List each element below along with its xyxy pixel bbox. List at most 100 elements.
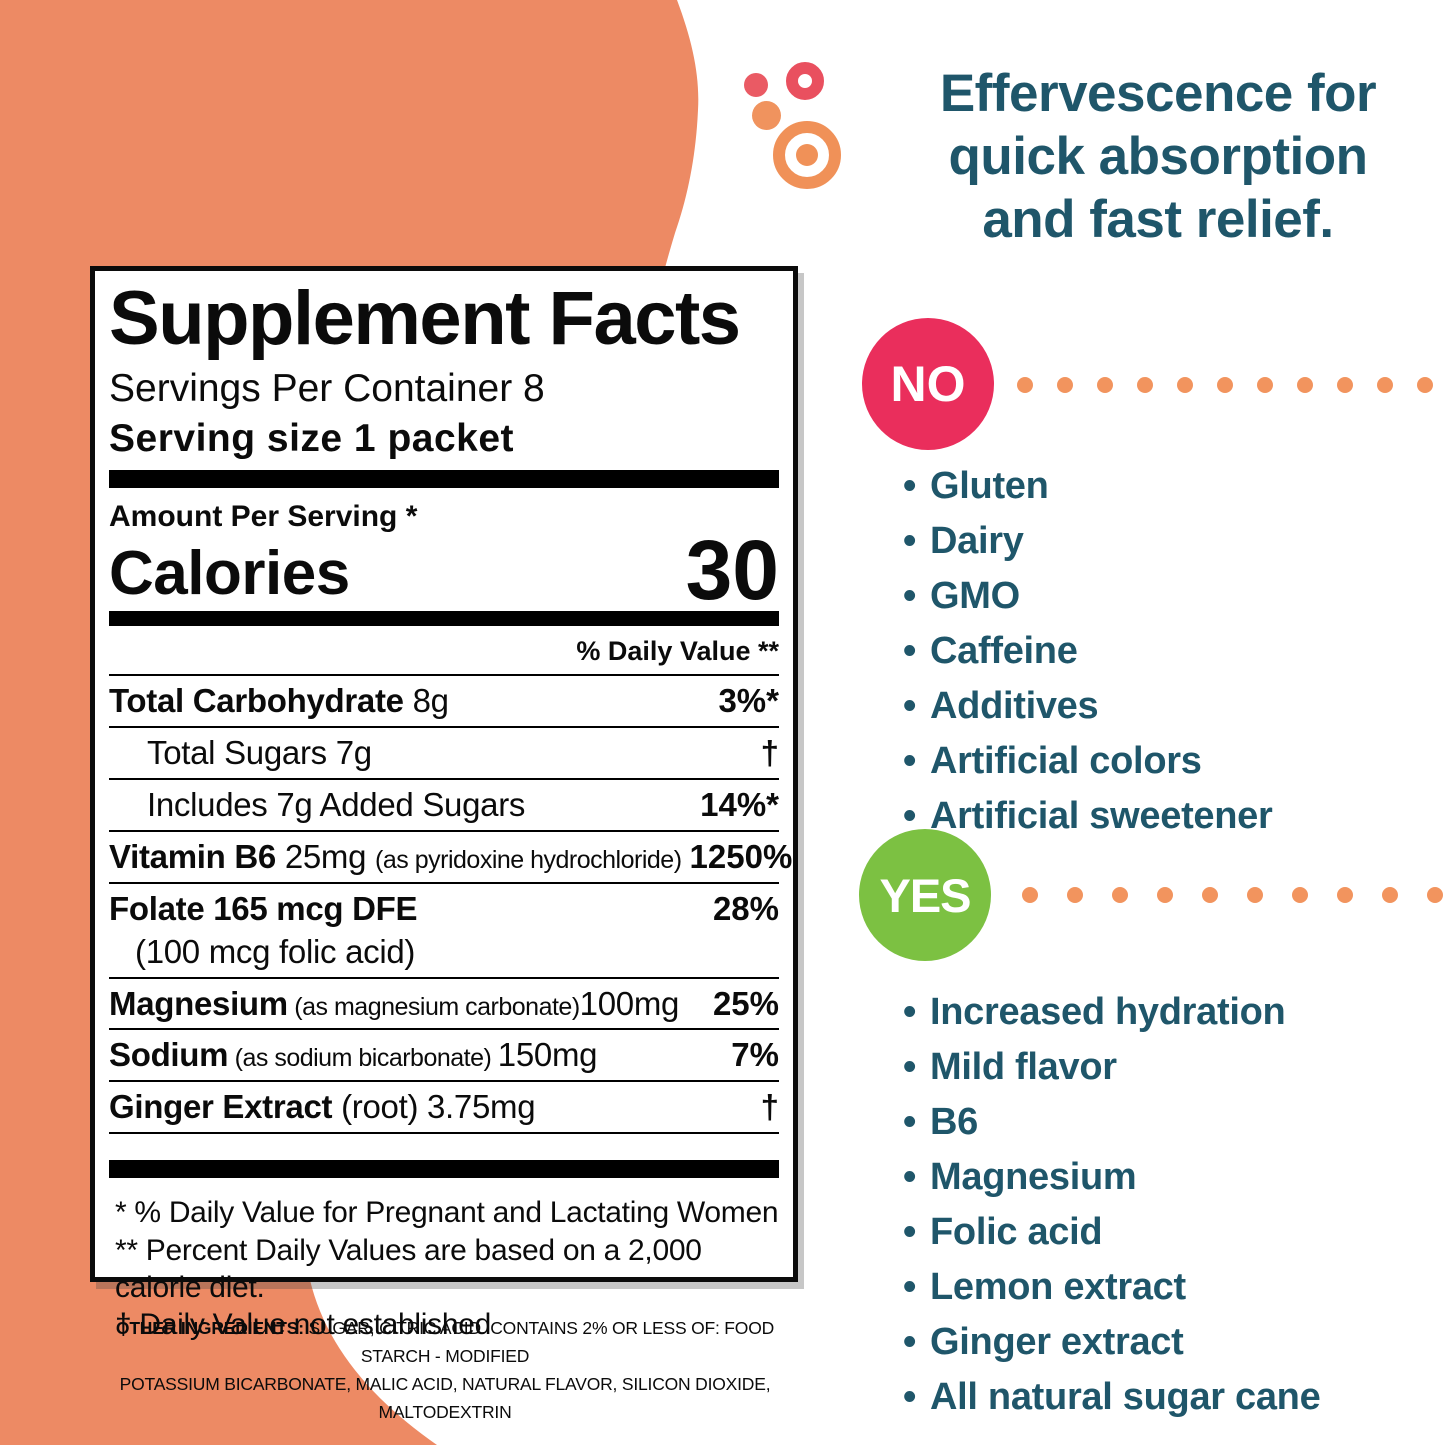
list-item: • GMO [903, 569, 1273, 624]
list-item-label: Caffeine [930, 630, 1078, 672]
separator-dot-icon [1297, 377, 1313, 393]
nutrient-row: Sodium (as sodium bicarbonate) 150mg 7% [109, 1030, 779, 1083]
dotted-separator [1022, 887, 1445, 903]
list-item: • Magnesium [903, 1150, 1320, 1205]
list-item-label: Artificial sweetener [930, 795, 1273, 837]
other-ingredients-label: OTHER INGREDIENTS: [115, 1318, 304, 1338]
calories-value: 30 [685, 523, 779, 617]
nutrient-row: Total Sugars 7g † [109, 728, 779, 780]
headline: Effervescence for quick absorption and f… [872, 62, 1444, 251]
other-ingredients: OTHER INGREDIENTS: SUGAR, CITRIC ACID. C… [92, 1314, 798, 1426]
bullet-icon: • [903, 1376, 917, 1418]
separator-dot-icon [1377, 377, 1393, 393]
list-item-label: Folic acid [930, 1211, 1103, 1253]
servings-per-container: Servings Per Container 8 [109, 367, 545, 410]
bullet-icon: • [903, 575, 917, 617]
supplement-facts-title: Supplement Facts [109, 276, 741, 361]
bullet-icon: • [903, 1211, 917, 1253]
small-orange-dot-icon [752, 101, 781, 130]
orange-bullseye-center-icon [796, 144, 818, 166]
divider-bar-thick [109, 1160, 779, 1179]
separator-dot-icon [1067, 887, 1083, 903]
separator-dot-icon [1382, 887, 1398, 903]
separator-dot-icon [1217, 377, 1233, 393]
footnote-line: † Daily Value not established [115, 1307, 491, 1341]
nutrient-name: Sodium (as sodium bicarbonate) 150mg [109, 1036, 598, 1074]
divider-bar-thick [109, 470, 779, 488]
separator-dot-icon [1097, 377, 1113, 393]
nutrient-name: Total Sugars 7g [147, 733, 372, 771]
bullet-icon: • [903, 1321, 917, 1363]
nutrient-name: Vitamin B6 25mg (as pyridoxine hydrochlo… [109, 837, 682, 875]
bullet-icon: • [903, 685, 917, 727]
separator-dot-icon [1177, 377, 1193, 393]
separator-dot-icon [1202, 887, 1218, 903]
nutrient-row: Magnesium (as magnesium carbonate)100mg 2… [109, 979, 779, 1031]
list-item-label: GMO [930, 575, 1020, 617]
list-item-label: Mild flavor [930, 1046, 1117, 1088]
nutrient-row: Folate 165 mcg DFE (100 mcg folic acid) 28… [109, 884, 779, 979]
list-item: • Gluten [903, 459, 1273, 514]
bullet-icon: • [903, 795, 917, 837]
separator-dot-icon [1337, 377, 1353, 393]
separator-dot-icon [1417, 377, 1433, 393]
footnote-line: ** Percent Daily Values are based on a 2… [115, 1233, 702, 1304]
separator-dot-icon [1257, 377, 1273, 393]
list-item: • B6 [903, 1095, 1320, 1150]
nutrient-name: Magnesium (as magnesium carbonate)100mg [109, 984, 680, 1022]
separator-dot-icon [1337, 887, 1353, 903]
footnotes: * % Daily Value for Pregnant and Lactati… [109, 1194, 779, 1343]
separator-dot-icon [1022, 887, 1038, 903]
nutrient-name: Includes 7g Added Sugars [147, 785, 526, 823]
list-item: • Additives [903, 679, 1273, 734]
other-ingredients-line1: SUGAR, CITRIC ACID. CONTAINS 2% OR LESS … [303, 1318, 775, 1366]
separator-dot-icon [1157, 887, 1173, 903]
divider-bar-thick [109, 610, 779, 626]
daily-value: † [760, 733, 779, 771]
daily-value: 7% [731, 1036, 779, 1074]
nutrient-table: Total Carbohydrate 8g 3%* Total Sugars 7g †… [109, 676, 792, 1135]
separator-dot-icon [1292, 887, 1308, 903]
nutrient-row: Vitamin B6 25mg (as pyridoxine hydrochlo… [109, 832, 792, 884]
yes-badge: YES [859, 829, 991, 961]
daily-value-header: % Daily Value ** [109, 626, 779, 676]
red-ring-icon [786, 62, 824, 100]
daily-value: 3%* [718, 681, 779, 719]
other-ingredients-line2: POTASSIUM BICARBONATE, MALIC ACID, NATUR… [119, 1374, 771, 1422]
serving-size: Serving size 1 packet [109, 417, 515, 460]
separator-dot-icon [1017, 377, 1033, 393]
list-item: • All natural sugar cane [903, 1370, 1321, 1425]
calories-label: Calories [109, 538, 350, 608]
list-item-label: All natural sugar cane [930, 1376, 1321, 1418]
bullet-icon: • [903, 1156, 917, 1198]
list-item: • Dairy [903, 514, 1273, 569]
list-item-label: Additives [930, 685, 1099, 727]
separator-dot-icon [1112, 887, 1128, 903]
bullet-icon: • [903, 465, 917, 507]
yes-list: • Increased hydration • Mild flavor • B6 • Magn… [903, 985, 1321, 1425]
list-item: • Ginger extract [903, 1315, 1320, 1370]
nutrient-name: Total Carbohydrate 8g [109, 681, 449, 719]
supplement-facts-panel: Supplement Facts Servings Per Container … [90, 266, 798, 1341]
list-item-label: Magnesium [930, 1156, 1137, 1198]
daily-value: 28% [712, 889, 779, 927]
daily-value: 1250% [689, 837, 793, 875]
daily-value: 14%* [700, 785, 779, 823]
bullet-icon: • [903, 1101, 917, 1143]
list-item-label: Gluten [930, 465, 1049, 507]
dotted-separator [1017, 377, 1445, 393]
list-item-label: Increased hydration [930, 991, 1286, 1033]
list-item-label: Artificial colors [930, 740, 1202, 782]
no-list: • Gluten • Dairy • GMO • Caffeine • Additives • Art… [903, 459, 1273, 844]
separator-dot-icon [1057, 377, 1073, 393]
separator-dot-icon [1137, 377, 1153, 393]
nutrient-row: Ginger Extract (root) 3.75mg † [109, 1082, 779, 1135]
headline-line: quick absorption [948, 127, 1368, 186]
separator-dot-icon [1427, 887, 1443, 903]
bullet-icon: • [903, 740, 917, 782]
nutrient-name: Folate 165 mcg DFE (100 mcg folic acid) [109, 889, 418, 970]
calories-row: Calories 30 [109, 523, 779, 617]
list-item: • Lemon extract [903, 1260, 1320, 1315]
headline-line: Effervescence for [939, 64, 1377, 123]
list-item-label: Dairy [930, 520, 1024, 562]
